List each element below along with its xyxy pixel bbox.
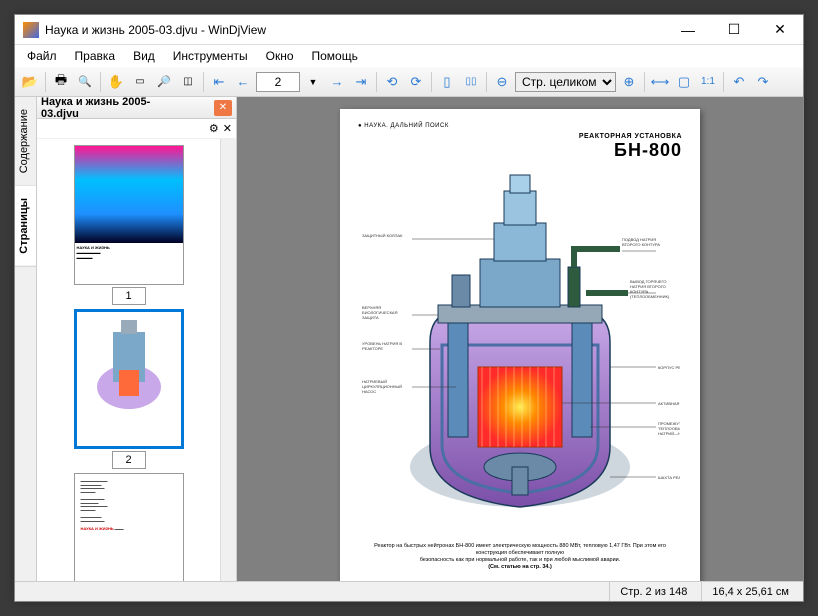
- app-window: Наука и жизнь 2005-03.djvu - WinDjView ―…: [14, 14, 804, 602]
- gear-icon[interactable]: ⚙: [209, 122, 219, 135]
- thumb-image[interactable]: НАУКА И ЖИЗНЬ▬▬▬▬▬▬▬▬▬▬: [74, 145, 184, 285]
- side-tabs: Содержание Страницы: [15, 97, 37, 581]
- thumbs-header: Наука и жизнь 2005-03.djvu ✕: [37, 97, 236, 119]
- window-controls: ― ☐ ✕: [665, 15, 803, 45]
- menu-file[interactable]: Файл: [19, 47, 65, 65]
- statusbar: Стр. 2 из 148 16,4 x 25,61 см: [15, 581, 803, 601]
- dia-label-l4: НАТРИЕВЫЙЦИРКУЛЯЦИОННЫЙНАСОС: [362, 379, 402, 394]
- menu-view[interactable]: Вид: [125, 47, 163, 65]
- prev-page-icon[interactable]: ←: [232, 71, 254, 93]
- magnify-icon[interactable]: 🔎: [153, 71, 175, 93]
- single-page-icon[interactable]: ▯: [436, 71, 458, 93]
- last-page-icon[interactable]: ⇥: [350, 71, 372, 93]
- page-input[interactable]: [256, 72, 300, 92]
- open-icon[interactable]: 📂: [19, 71, 41, 93]
- thumbs-tools: ⚙ ✕: [37, 119, 236, 139]
- fit-width-icon[interactable]: ⟷: [649, 71, 671, 93]
- first-page-icon[interactable]: ⇤: [208, 71, 230, 93]
- fit-page-icon[interactable]: ▢: [673, 71, 695, 93]
- thumbs-list[interactable]: НАУКА И ЖИЗНЬ▬▬▬▬▬▬▬▬▬▬ 1 2 ▬▬▬▬▬▬▬▬▬▬▬▬…: [37, 139, 220, 581]
- thumb-item[interactable]: ▬▬▬▬▬▬▬▬▬▬▬▬▬▬▬▬▬▬▬▬▬▬▬▬▬▬▬▬▬▬▬▬▬▬▬▬▬▬▬▬…: [74, 473, 184, 581]
- thumbs-scrollbar[interactable]: [220, 139, 236, 581]
- facing-pages-icon[interactable]: ▯▯: [460, 71, 482, 93]
- page-title1: РЕАКТОРНАЯ УСТАНОВКА: [358, 133, 682, 140]
- menu-tools[interactable]: Инструменты: [165, 47, 256, 65]
- page-caption: Реактор на быстрых нейтронах БН-800 имее…: [358, 543, 682, 572]
- rotate-left-icon[interactable]: ↶: [728, 71, 750, 93]
- status-page: Стр. 2 из 148: [609, 582, 697, 601]
- nav-back-icon[interactable]: ⟲: [381, 71, 403, 93]
- print-icon[interactable]: 🖶: [50, 71, 72, 93]
- menu-edit[interactable]: Правка: [67, 47, 124, 65]
- menu-help[interactable]: Помощь: [304, 47, 366, 65]
- dia-label-r4: АКТИВНАЯ ЗОНА РЕАКТОРА: [658, 401, 680, 406]
- page-dropdown-icon[interactable]: ▼: [302, 71, 324, 93]
- dia-label-r5: ПРОМЕЖУТОЧНЫЕТЕПЛООБМЕННИКИНАТРИЙ—НАТРИЙ: [658, 421, 680, 436]
- toolbar: 📂 🖶 🔍 ✋ ▭ 🔎 ◫ ⇤ ← ▼ → ⇥ ⟲ ⟳ ▯ ▯▯ ⊖ Стр. …: [15, 67, 803, 97]
- page-title-block: РЕАКТОРНАЯ УСТАНОВКА БН-800: [358, 133, 682, 161]
- dia-label-l2: ВЕРХНЯЯБИОЛОГИЧЕСКАЯЗАЩИТА: [362, 305, 398, 320]
- marquee-icon[interactable]: ◫: [177, 71, 199, 93]
- thumb-item[interactable]: 2: [74, 309, 184, 469]
- page-viewer[interactable]: ● НАУКА. ДАЛЬНИЙ ПОИСК РЕАКТОРНАЯ УСТАНО…: [237, 97, 803, 581]
- status-size: 16,4 x 25,61 см: [701, 582, 799, 601]
- tab-contents[interactable]: Содержание: [15, 97, 36, 186]
- zoom-in-icon[interactable]: ⊕: [618, 71, 640, 93]
- menu-window[interactable]: Окно: [258, 47, 302, 65]
- minimize-button[interactable]: ―: [665, 15, 711, 45]
- menubar: Файл Правка Вид Инструменты Окно Помощь: [15, 45, 803, 67]
- thumb-item[interactable]: НАУКА И ЖИЗНЬ▬▬▬▬▬▬▬▬▬▬ 1: [74, 145, 184, 305]
- titlebar: Наука и жизнь 2005-03.djvu - WinDjView ―…: [15, 15, 803, 45]
- dia-label-l1: ЗАЩИТНЫЙ КОЛПАК: [362, 233, 403, 238]
- reactor-diagram: ЗАЩИТНЫЙ КОЛПАК ВЕРХНЯЯБИОЛОГИЧЕСКАЯЗАЩИ…: [360, 167, 680, 537]
- window-title: Наука и жизнь 2005-03.djvu - WinDjView: [45, 23, 665, 37]
- thumb-image[interactable]: [74, 309, 184, 449]
- maximize-button[interactable]: ☐: [711, 15, 757, 45]
- document-page: ● НАУКА. ДАЛЬНИЙ ПОИСК РЕАКТОРНАЯ УСТАНО…: [340, 109, 700, 581]
- zoom-out-icon[interactable]: ⊖: [491, 71, 513, 93]
- page-kicker: ● НАУКА. ДАЛЬНИЙ ПОИСК: [358, 123, 682, 129]
- page-title2: БН-800: [358, 140, 682, 161]
- dia-label-r3: КОРПУС РЕАКТОРА: [658, 365, 680, 370]
- hand-icon[interactable]: ✋: [105, 71, 127, 93]
- find-icon[interactable]: 🔍: [74, 71, 96, 93]
- tab-pages[interactable]: Страницы: [15, 186, 36, 267]
- dia-label-r1: ПОДВОД НАТРИЯВТОРОГО КОНТУРА: [622, 237, 660, 247]
- content-area: Содержание Страницы Наука и жизнь 2005-0…: [15, 97, 803, 581]
- dia-label-r2: ВЫВОД ГОРЯЧЕГОНАТРИЯ ВТОРОГОКОНТУРА(ТЕПЛ…: [630, 279, 670, 299]
- dia-label-r6: ШАХТА РЕАКТОРА: [658, 475, 680, 480]
- thumbnails-panel: Наука и жизнь 2005-03.djvu ✕ ⚙ ✕ НАУКА И…: [37, 97, 237, 581]
- nav-fwd-icon[interactable]: ⟳: [405, 71, 427, 93]
- thumb-label: 2: [112, 451, 146, 469]
- close-button[interactable]: ✕: [757, 15, 803, 45]
- thumb-label: 1: [112, 287, 146, 305]
- close-panel-icon[interactable]: ✕: [223, 122, 232, 135]
- tab-close-icon[interactable]: ✕: [214, 100, 232, 116]
- zoom-select[interactable]: Стр. целиком: [515, 72, 616, 92]
- select-icon[interactable]: ▭: [129, 71, 151, 93]
- thumb-image[interactable]: ▬▬▬▬▬▬▬▬▬▬▬▬▬▬▬▬▬▬▬▬▬▬▬▬▬▬▬▬▬▬▬▬▬▬▬▬▬▬▬▬…: [74, 473, 184, 581]
- app-icon: [23, 22, 39, 38]
- dia-label-l3: УРОВЕНЬ НАТРИЯ ВРЕАКТОРЕ: [362, 341, 402, 351]
- doc-title-tab: Наука и жизнь 2005-03.djvu: [41, 97, 184, 120]
- rotate-right-icon[interactable]: ↷: [752, 71, 774, 93]
- actual-size-icon[interactable]: 1:1: [697, 71, 719, 93]
- next-page-icon[interactable]: →: [326, 71, 348, 93]
